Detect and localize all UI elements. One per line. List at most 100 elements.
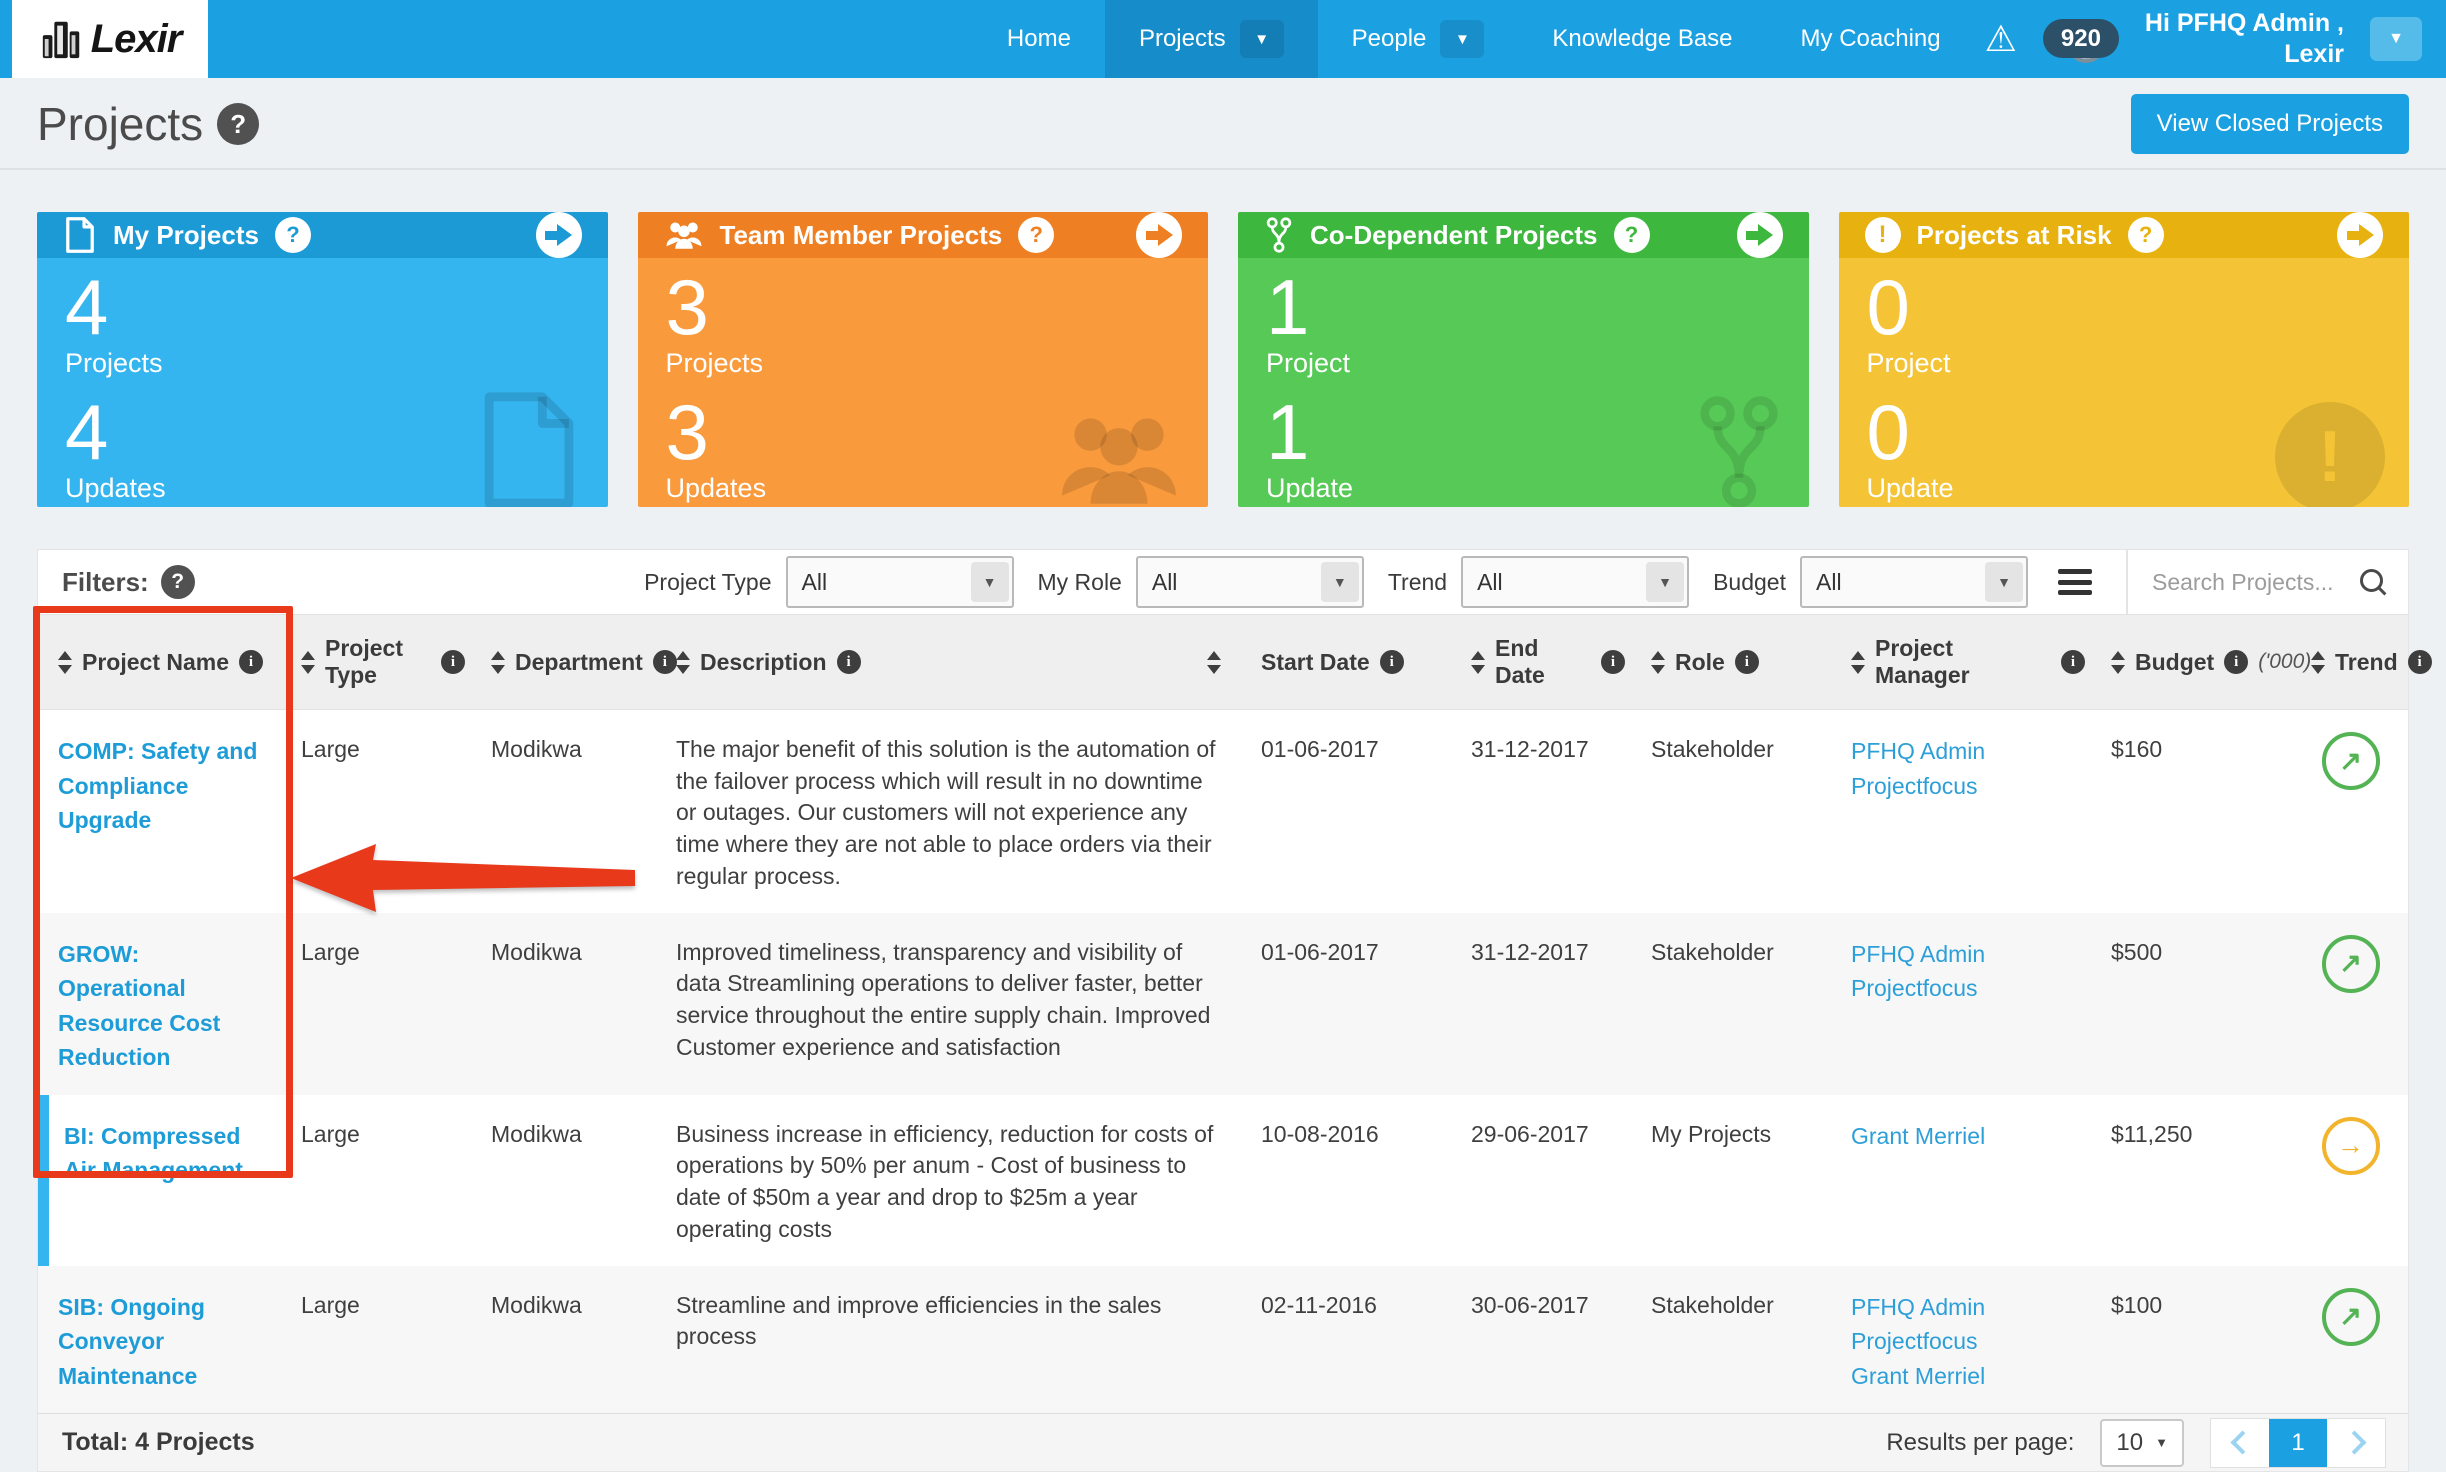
cell-role: Stakeholder [1651, 1291, 1774, 1318]
trend-up-icon[interactable]: ↗ [2321, 1287, 2380, 1346]
next-page-button[interactable] [2327, 1419, 2385, 1467]
sort-icon[interactable] [1471, 650, 1485, 674]
info-icon[interactable]: i [2061, 650, 2085, 674]
document-icon [66, 217, 94, 253]
project-name-link[interactable]: SIB: Ongoing Conveyor Maintenance [58, 1293, 205, 1389]
card-at-risk-body[interactable]: 0 Project 0 Update ! [1838, 258, 2409, 507]
project-type-filter-select[interactable]: All ▼ [785, 556, 1014, 608]
info-icon[interactable]: i [1601, 650, 1625, 674]
nav-item-people[interactable]: People ▼ [1318, 0, 1519, 78]
project-name-link[interactable]: BI: Compressed Air Management [64, 1122, 243, 1184]
card-co-dependent-body[interactable]: 1 Project 1 Update [1238, 258, 1809, 507]
sort-icon[interactable] [1651, 650, 1665, 674]
trend-filter-select[interactable]: All ▼ [1461, 556, 1690, 608]
nav-item-home[interactable]: Home [973, 0, 1105, 78]
pagination: 1 [2210, 1417, 2386, 1468]
info-icon[interactable]: i [441, 650, 465, 674]
cell-department: Modikwa [491, 938, 582, 965]
card-team-member-projects[interactable]: Team Member Projects ? 3 Projects 3 Upda… [637, 212, 1208, 507]
filters-help-icon[interactable]: ? [160, 565, 195, 599]
budget-filter-select[interactable]: All ▼ [1800, 556, 2028, 608]
people-dropdown-caret[interactable]: ▼ [1440, 20, 1485, 58]
trend-up-icon[interactable]: ↗ [2321, 934, 2380, 993]
column-header-project-type[interactable]: Project Type i [281, 615, 471, 709]
info-icon[interactable]: i [2407, 650, 2432, 674]
card-goto-arrow-icon[interactable] [535, 212, 582, 258]
column-header-end-date[interactable]: End Date i [1451, 615, 1631, 709]
sort-icon[interactable] [2311, 650, 2325, 674]
column-header-project-manager[interactable]: Project Manager i [1831, 615, 2091, 709]
nav-item-my-coaching[interactable]: My Coaching [1767, 0, 1975, 78]
trend-up-icon[interactable]: ↗ [2321, 732, 2380, 790]
column-label: Project Type [325, 635, 403, 688]
column-header-project-name[interactable]: Project Name i [38, 615, 281, 709]
sort-icon[interactable] [491, 650, 505, 674]
sort-icon[interactable] [1851, 650, 1865, 674]
card-my-projects-body[interactable]: 4 Projects 4 Updates [37, 258, 608, 507]
info-icon[interactable]: i [239, 650, 264, 674]
cell-trend: → [2291, 1095, 2410, 1266]
nav-items: Home Projects ▼ People ▼ Knowledge Base … [973, 0, 1975, 78]
card-goto-arrow-icon[interactable] [2337, 212, 2383, 258]
sort-icon[interactable] [301, 650, 315, 674]
project-manager-link[interactable]: PFHQ Admin Projectfocus [1851, 940, 1986, 1002]
card-goto-arrow-icon[interactable] [1736, 212, 1783, 258]
nav-item-knowledge-base[interactable]: Knowledge Base [1518, 0, 1766, 78]
info-icon[interactable]: i [1734, 650, 1759, 674]
project-manager-link[interactable]: Grant Merriel [1851, 1362, 1986, 1389]
cell-start-date: 01-06-2017 [1261, 938, 1379, 965]
user-menu-caret[interactable]: ▼ [2370, 17, 2422, 61]
cell-end-date: 30-06-2017 [1471, 1291, 1589, 1318]
column-header-description[interactable]: Description i [656, 615, 1241, 709]
card-team-member-body[interactable]: 3 Projects 3 Updates [637, 258, 1208, 507]
nav-item-projects[interactable]: Projects ▼ [1104, 0, 1318, 78]
column-header-role[interactable]: Role i [1631, 615, 1831, 709]
cell-role[interactable]: My Projects [1651, 1120, 1772, 1147]
alert-triangle-icon[interactable]: ⚠ [1984, 18, 2017, 59]
card-help-icon[interactable]: ? [2127, 217, 2164, 253]
select-caret-icon: ▼ [1320, 562, 1359, 602]
page-help-icon[interactable]: ? [217, 103, 260, 145]
column-header-start-date[interactable]: Start Date i [1241, 615, 1451, 709]
sort-icon[interactable] [676, 650, 690, 674]
sort-icon[interactable] [58, 650, 72, 674]
card-help-icon[interactable]: ? [1613, 217, 1650, 253]
project-manager-link[interactable]: PFHQ Admin Projectfocus [1851, 738, 1986, 799]
project-name-link[interactable]: COMP: Safety and Compliance Upgrade [58, 738, 258, 833]
view-closed-projects-button[interactable]: View Closed Projects [2130, 94, 2409, 154]
cell-project-name: SIB: Ongoing Conveyor Maintenance [38, 1266, 281, 1414]
notification-badge-wrap[interactable]: 920 [2042, 19, 2119, 63]
card-help-icon[interactable]: ? [274, 217, 311, 253]
list-view-icon[interactable] [2058, 569, 2092, 595]
column-header-budget[interactable]: Budget i ('000) [2091, 615, 2311, 709]
brand-logo[interactable]: Lexir [12, 0, 208, 78]
card-goto-arrow-icon[interactable] [1136, 212, 1182, 258]
sort-icon[interactable] [1207, 650, 1221, 674]
column-header-trend[interactable]: Trend i [2291, 615, 2432, 709]
info-icon[interactable]: i [2224, 650, 2249, 674]
card-my-projects-header: My Projects ? [37, 212, 608, 258]
search-icon[interactable] [2358, 567, 2388, 597]
card-title: Team Member Projects [719, 219, 1003, 250]
project-manager-link[interactable]: Grant Merriel [1851, 1122, 1986, 1149]
trend-flat-icon[interactable]: → [2321, 1116, 2380, 1175]
sort-icon[interactable] [2111, 650, 2125, 674]
info-icon[interactable]: i [1379, 650, 1404, 674]
info-icon[interactable]: i [652, 650, 677, 674]
notification-count-badge[interactable]: 920 [2042, 19, 2119, 58]
projects-dropdown-caret[interactable]: ▼ [1239, 20, 1284, 58]
card-projects-at-risk[interactable]: ! Projects at Risk ? 0 Project 0 Update … [1838, 212, 2409, 507]
card-help-icon[interactable]: ? [1018, 217, 1055, 253]
project-manager-link[interactable]: PFHQ Admin Projectfocus [1851, 1293, 1986, 1355]
page-number-button[interactable]: 1 [2269, 1418, 2327, 1467]
project-name-link[interactable]: GROW: Operational Resource Cost Reductio… [58, 940, 221, 1071]
search-projects-input[interactable] [2150, 567, 2354, 597]
projects-count-label: Projects [665, 348, 764, 378]
my-role-filter-select[interactable]: All ▼ [1135, 556, 1364, 608]
info-icon[interactable]: i [836, 650, 861, 674]
card-co-dependent-projects[interactable]: Co-Dependent Projects ? 1 Project 1 Upda… [1238, 212, 1809, 507]
results-per-page-select[interactable]: 10 ▼ [2100, 1418, 2184, 1467]
card-my-projects[interactable]: My Projects ? 4 Projects 4 Updates [37, 212, 608, 507]
prev-page-button[interactable] [2211, 1419, 2269, 1467]
column-header-department[interactable]: Department i [471, 615, 677, 709]
